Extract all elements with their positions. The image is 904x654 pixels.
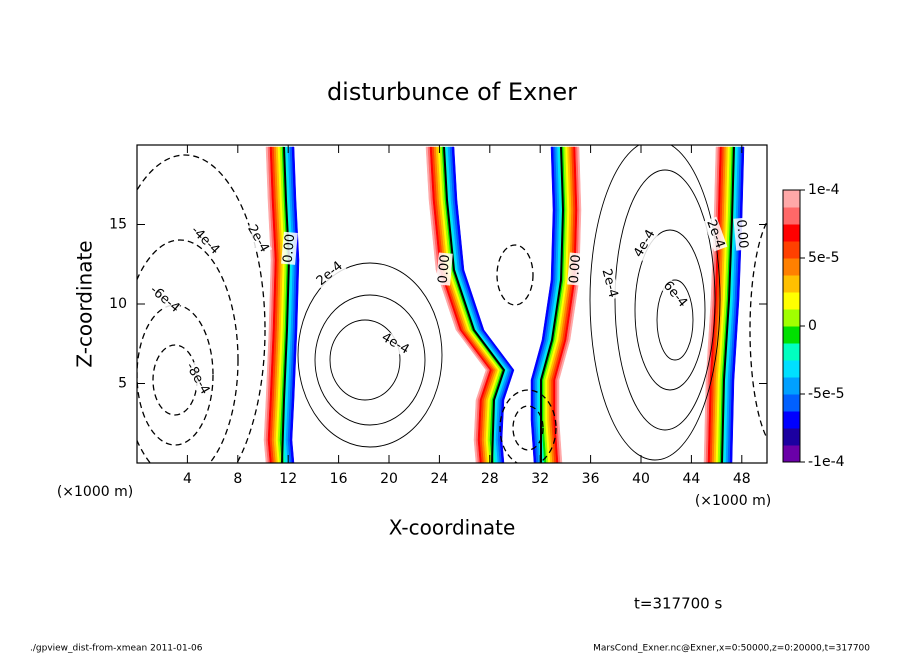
chart-title: disturbunce of Exner <box>327 78 577 106</box>
colorbar-band <box>783 224 800 242</box>
y-tick-label: 10 <box>109 296 127 312</box>
x-tick-label: 24 <box>430 471 448 487</box>
colorbar-band <box>783 292 800 310</box>
contour-label: 0.00 <box>281 233 298 263</box>
negative-contours <box>137 154 767 463</box>
colorbar-band <box>783 309 800 327</box>
y-axis-title: Z-coordinate <box>73 240 97 367</box>
contour-label-bg <box>567 252 584 286</box>
colorbar-band <box>783 343 800 361</box>
colorbar-band <box>783 190 800 208</box>
colorbar-band <box>783 326 800 344</box>
colorbar-tick-label: 5e-5 <box>808 250 839 266</box>
x-tick-label: 12 <box>279 471 297 487</box>
footer-right: MarsCond_Exner.nc@Exner,x=0:50000,z=0:20… <box>593 644 870 654</box>
y-tick-label: 5 <box>118 376 127 392</box>
contour-label: 2e-4 <box>598 267 620 299</box>
contour-label-bg <box>630 226 659 261</box>
colorbar-band <box>783 258 800 276</box>
x-unit-label: (×1000 m) <box>695 493 771 509</box>
colorbar-band <box>783 275 800 293</box>
colorbar-band <box>783 377 800 395</box>
contour-label: 0.00 <box>567 254 584 284</box>
x-unit-label: (×1000 m) <box>57 484 133 500</box>
front-band <box>530 146 556 463</box>
colorbar-tick-label: 1e-4 <box>808 182 840 198</box>
contour-field <box>137 145 767 463</box>
x-tick-label: 20 <box>380 471 398 487</box>
contour-label-bg <box>659 277 691 312</box>
x-tick-label: 44 <box>682 471 700 487</box>
colorbar-band <box>783 360 800 378</box>
colorbar-tick-label: -1e-4 <box>808 454 845 470</box>
colorbar-tick-label: -5e-5 <box>808 386 845 402</box>
x-tick-label: 28 <box>481 471 499 487</box>
contour-label-bg <box>188 224 222 257</box>
positive-contours <box>297 145 721 461</box>
contour-label-bg <box>703 216 728 252</box>
footer-left: ./gpview_dist-from-xmean 2011-01-06 <box>30 644 203 654</box>
x-tick-label: 36 <box>582 471 600 487</box>
contour-label: 0.00 <box>733 219 750 249</box>
front-band <box>289 146 300 463</box>
contour-label-bg <box>598 266 621 301</box>
contour-label-bg <box>243 221 273 257</box>
colorbar-tick-label: 0 <box>808 318 817 334</box>
contour-label-bg <box>733 217 751 251</box>
x-tick-label: 40 <box>632 471 650 487</box>
zero-contours <box>281 146 735 463</box>
x-tick-label: 4 <box>183 471 192 487</box>
x-tick-label: 48 <box>733 471 751 487</box>
contour-label-bg <box>183 361 212 397</box>
colorbar-band <box>783 241 800 259</box>
contour-label-bg <box>281 231 298 265</box>
y-tick-label: 15 <box>109 217 127 233</box>
colorbar-band <box>783 411 800 429</box>
colorbar-band <box>783 207 800 225</box>
x-tick-label: 16 <box>330 471 348 487</box>
time-label: t=317700 s <box>634 595 722 613</box>
colorbar-band <box>783 445 800 463</box>
front-band <box>451 146 515 463</box>
x-tick-label: 32 <box>531 471 549 487</box>
colorbar-band <box>783 428 800 446</box>
contour-label-bg <box>377 329 413 358</box>
colorbar-band <box>783 394 800 412</box>
x-tick-label: 8 <box>233 471 242 487</box>
contour-label: 0.00 <box>436 254 453 284</box>
contour-label-bg <box>313 258 347 290</box>
x-axis-title: X-coordinate <box>389 516 516 540</box>
contour-label-bg <box>147 283 182 315</box>
contour-label-bg <box>436 252 453 286</box>
